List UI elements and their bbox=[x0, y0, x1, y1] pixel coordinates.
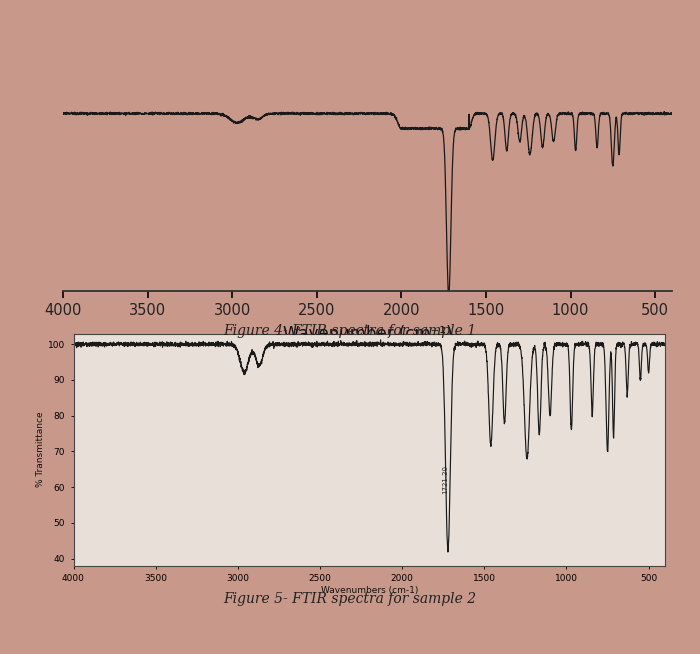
Text: Figure 4- FTIR spectra for sample 1: Figure 4- FTIR spectra for sample 1 bbox=[223, 324, 477, 337]
Y-axis label: % Transmittance: % Transmittance bbox=[36, 412, 45, 487]
Text: Figure 5- FTIR spectra for sample 2: Figure 5- FTIR spectra for sample 2 bbox=[223, 592, 477, 606]
Text: 1721.20: 1721.20 bbox=[442, 466, 449, 494]
X-axis label: Wavenumber (cm⁻¹): Wavenumber (cm⁻¹) bbox=[283, 325, 452, 343]
X-axis label: Wavenumbers (cm-1): Wavenumbers (cm-1) bbox=[321, 586, 418, 595]
